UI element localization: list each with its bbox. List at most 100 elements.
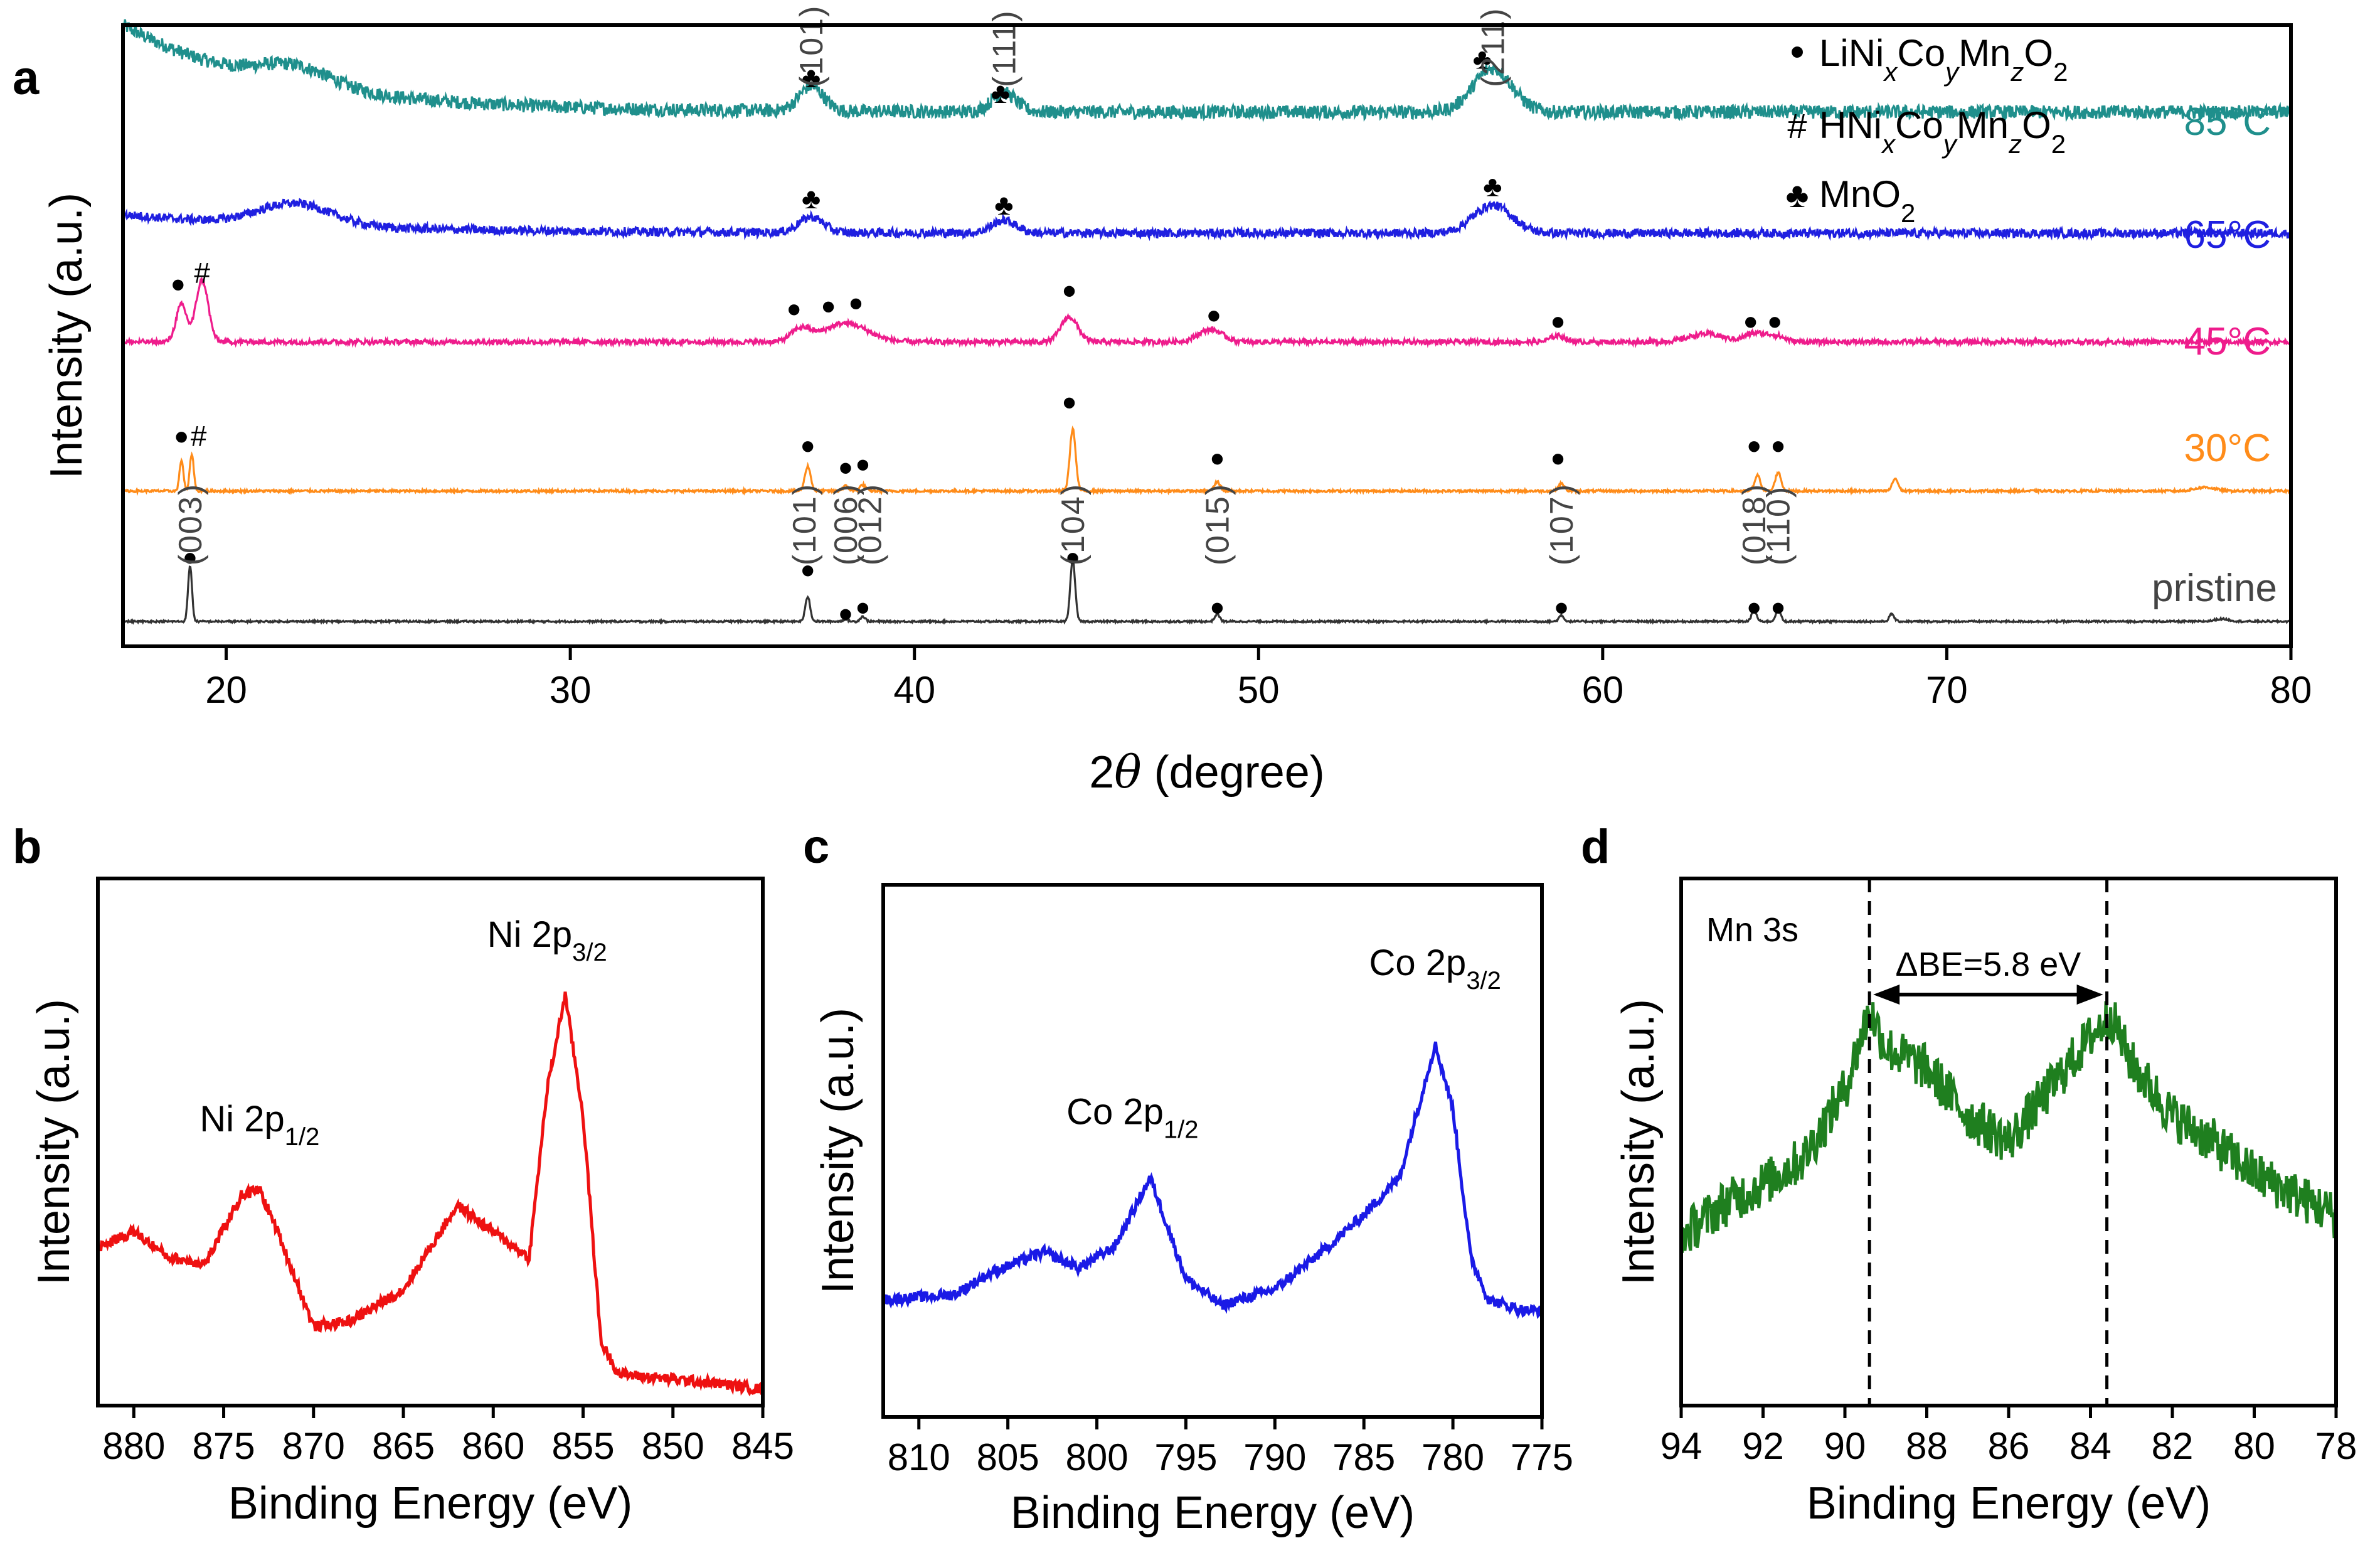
panel-c-y-axis-label: Intensity (a.u.) <box>813 1008 863 1294</box>
x-tick-label: 40 <box>893 669 935 711</box>
x-tick-label: 82 <box>2152 1425 2194 1467</box>
delta-arrow-head-left <box>1873 985 1899 1005</box>
legend-formula-part: Co <box>1897 32 1945 74</box>
legend-formula-part: x <box>1881 129 1896 159</box>
panel-a-x-axis-label: 2θ (degree) <box>1089 745 1325 798</box>
peak-annotation: Co 2p1/2 <box>1066 1092 1198 1144</box>
panel-c-letter: c <box>803 820 829 873</box>
x-tick-label: 800 <box>1065 1436 1128 1478</box>
panel-a-x-axis: 20 30 40 50 60 70 80 <box>205 646 2312 711</box>
panel-d-plot: ΔBE=5.8 eV Mn 3s <box>1681 878 2335 1406</box>
phase-marker: • <box>1554 585 1568 630</box>
x-tick-label: 870 <box>282 1425 345 1467</box>
panel-b-x-axis-label: Binding Energy (eV) <box>228 1478 632 1529</box>
phase-marker: • <box>856 585 869 630</box>
hkl-label: (012) <box>852 483 888 565</box>
figure: a • •• ••• • • •• # • • ••• • • •• #• • • •• • • •♣ ♣♣♣ ♣♣ (0… <box>0 0 2380 1543</box>
panel-d-y-axis-label: Intensity (a.u.) <box>1613 999 1664 1285</box>
legend-formula-part: z <box>2010 57 2024 87</box>
panel-b-plot: Ni 2p1/2 Ni 2p3/2 <box>98 914 762 1394</box>
x-tick-label: 80 <box>2270 669 2312 711</box>
legend-formula-part: y <box>1942 129 1958 159</box>
series-label: 45°C <box>2184 320 2271 363</box>
hkl-label: (015) <box>1200 483 1236 565</box>
legend-formula-part: HNi <box>1819 104 1882 146</box>
hkl-label: (101) <box>787 483 823 565</box>
x-label-theta: θ <box>1114 745 1141 798</box>
phase-marker: • <box>849 280 863 326</box>
x-tick-label: 795 <box>1154 1436 1217 1478</box>
x-tick-label: 50 <box>1238 669 1280 711</box>
mn3s-label: Mn 3s <box>1706 911 1798 949</box>
hkl-label: (101) <box>794 5 830 87</box>
x-label-2: 2 <box>1089 747 1114 798</box>
legend-symbol: ♣ <box>1786 175 1809 215</box>
phase-marker: • <box>1768 299 1782 344</box>
peak-annotation-main: Ni 2p <box>199 1099 284 1140</box>
peak-annotation: Co 2p3/2 <box>1369 942 1501 995</box>
xrd-trace-3 <box>123 429 2290 493</box>
x-tick-label: 84 <box>2069 1425 2112 1467</box>
phase-marker: • <box>787 287 801 332</box>
panel-a-phase-markers: • •• ••• • • •• # • • ••• • • •• #• • • •• • • •♣ ♣♣♣ ♣♣ <box>171 42 1785 636</box>
panel-b-y-axis-label: Intensity (a.u.) <box>29 999 79 1285</box>
legend-formula-part: y <box>1943 57 1960 87</box>
panel-d-x-axis-label: Binding Energy (eV) <box>1807 1478 2211 1529</box>
phase-marker: ♣ <box>994 188 1013 221</box>
x-tick-label: 805 <box>977 1436 1039 1478</box>
panel-a-hkl-labels: (003) (101) (006)(012) (104) (015) (107) (018)… <box>173 5 1797 566</box>
phase-marker: • <box>1210 585 1224 630</box>
x-tick-label: 30 <box>550 669 592 711</box>
phase-marker: • <box>800 424 814 469</box>
legend-formula: LiNixCoyMnzO2 <box>1819 32 2068 87</box>
legend-symbol: # <box>1787 106 1807 146</box>
x-tick-label: 780 <box>1421 1436 1484 1478</box>
legend-formula-part: Mn <box>1958 32 2011 74</box>
peak-annotation: Ni 2p1/2 <box>199 1099 319 1151</box>
legend-formula-part: Mn <box>1957 104 2009 146</box>
phase-marker: • <box>1744 299 1758 344</box>
x-tick-label: 845 <box>731 1425 794 1467</box>
peak-annotation-sub: 1/2 <box>1164 1116 1199 1144</box>
panel-a-series-labels: 85°C 65°C 45°C 30°C pristine <box>2152 100 2277 610</box>
x-tick-label: 875 <box>192 1425 255 1467</box>
delta-be-label: ΔBE=5.8 eV <box>1895 946 2081 983</box>
legend-formula-part: x <box>1883 57 1898 87</box>
panel-b-letter: b <box>13 820 41 873</box>
panel-a-legend: • LiNixCoyMnzO2# HNixCoyMnzO2♣ MnO2 <box>1786 28 2068 228</box>
legend-formula-part: LiNi <box>1819 32 1884 74</box>
phase-marker: • <box>1207 293 1221 338</box>
hkl-label: (211) <box>1475 7 1511 87</box>
x-label-degree: (degree) <box>1142 747 1325 798</box>
panel-d-letter: d <box>1581 820 1610 873</box>
phase-marker: • <box>1551 299 1565 344</box>
x-tick-label: 860 <box>462 1425 524 1467</box>
phase-marker: • <box>1747 585 1761 630</box>
series-label: 30°C <box>2184 427 2271 470</box>
phase-marker: • <box>1062 380 1076 425</box>
hkl-label: (107) <box>1544 483 1580 565</box>
hkl-label: (110) <box>1761 486 1797 566</box>
phase-marker: # <box>191 420 207 452</box>
x-tick-label: 90 <box>1824 1425 1866 1467</box>
legend-formula-part: MnO <box>1819 173 1901 215</box>
peak-annotation: Ni 2p3/2 <box>487 914 607 966</box>
phase-marker: • <box>1771 424 1785 469</box>
legend-formula-part: O <box>2022 104 2051 146</box>
delta-arrow-head-right <box>2077 985 2103 1005</box>
series-label: 65°C <box>2184 213 2271 257</box>
phase-marker: • <box>856 442 869 488</box>
series-label: 85°C <box>2184 100 2271 144</box>
phase-marker: • <box>821 284 835 329</box>
x-tick-label: 880 <box>102 1425 165 1467</box>
legend-formula: MnO2 <box>1819 173 1915 228</box>
x-tick-label: 86 <box>1988 1425 2030 1467</box>
xrd-trace-4 <box>123 560 2290 622</box>
panel-a-letter: a <box>13 51 40 105</box>
x-tick-label: 20 <box>205 669 247 711</box>
legend-symbol: • <box>1790 28 1804 75</box>
phase-marker: • <box>839 591 853 636</box>
phase-marker: • <box>1210 436 1224 481</box>
panel-a-y-axis-label: Intensity (a.u.) <box>41 193 92 479</box>
xps-trace-d <box>1681 1001 2335 1253</box>
